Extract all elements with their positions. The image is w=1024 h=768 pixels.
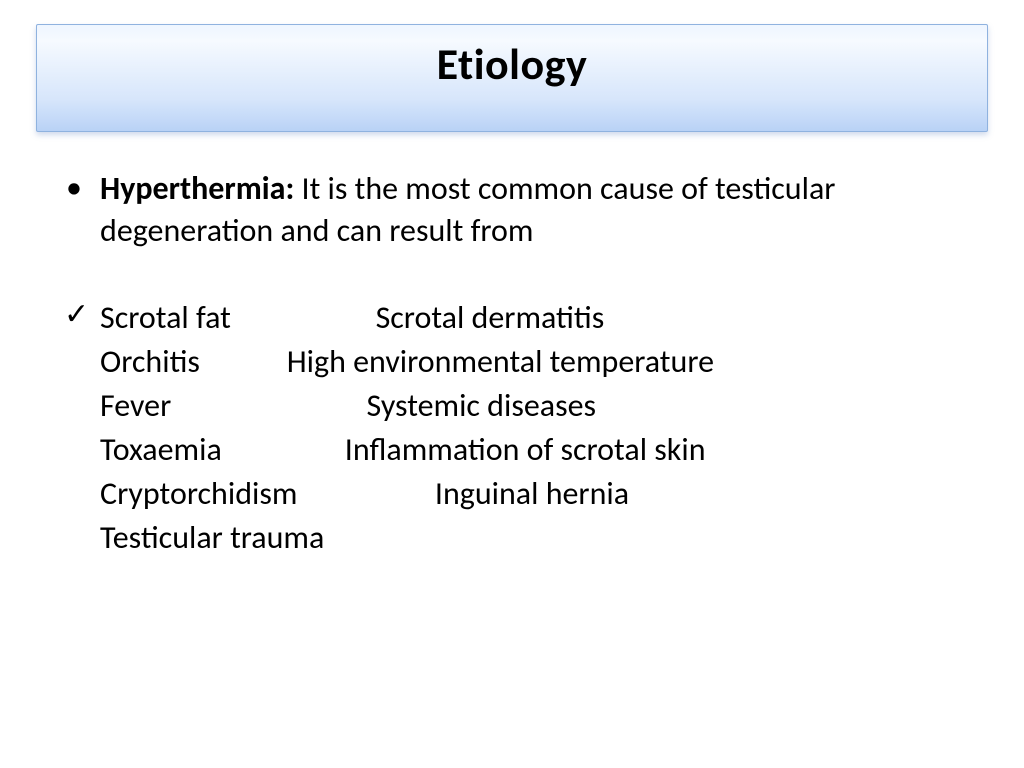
bullet-marker: • bbox=[64, 168, 100, 208]
bullet-item-hyperthermia: • Hyperthermia: It is the most common ca… bbox=[64, 168, 964, 252]
bullet-bold-label: Hyperthermia: bbox=[100, 169, 294, 208]
checkmark-icon: ✓ bbox=[64, 296, 100, 334]
slide-body: • Hyperthermia: It is the most common ca… bbox=[64, 168, 964, 560]
causes-text-block: Scrotal fat Scrotal dermatitis Orchitis … bbox=[100, 296, 714, 560]
checklist-item-causes: ✓ Scrotal fat Scrotal dermatitis Orchiti… bbox=[64, 296, 964, 560]
slide-title: Etiology bbox=[437, 37, 588, 91]
bullet-text: Hyperthermia: It is the most common caus… bbox=[100, 168, 964, 252]
slide-title-box: Etiology bbox=[36, 24, 988, 132]
